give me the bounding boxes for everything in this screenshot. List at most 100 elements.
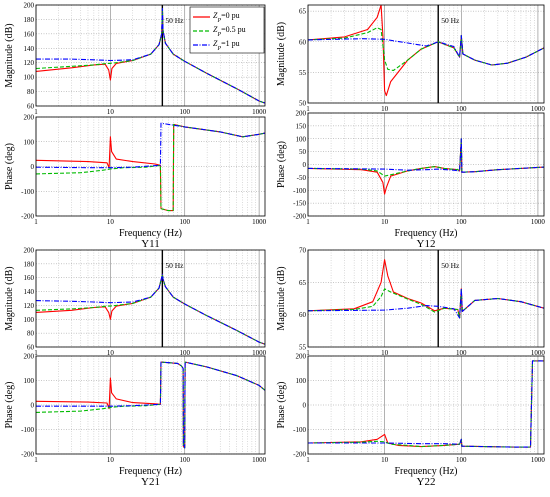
y-tick-label: 100 — [296, 135, 307, 143]
series-group — [36, 361, 265, 449]
series-line-zp1 — [36, 361, 265, 449]
x-tick-label: 1 — [306, 349, 310, 357]
series-line-zp1 — [36, 273, 265, 345]
annotation-50hz: 50 Hz — [441, 16, 460, 25]
axes-frame — [307, 355, 545, 455]
y-axis-label: Magnitude (dB) — [276, 266, 287, 330]
panel-caption: Y22 — [417, 476, 436, 488]
y-tick-label: 200 — [24, 2, 35, 10]
x-tick-label: 1 — [34, 349, 38, 357]
x-tick-label: 10 — [381, 456, 389, 464]
x-axis-label: Frequency (Hz) — [119, 466, 182, 477]
x-tick-label: 10 — [107, 349, 115, 357]
series-line-zp05 — [36, 361, 265, 449]
panel-Y12-phase: -200 -150 -100 -50 0 50 100 150 200 1 10 100 1000 Pha… — [276, 110, 545, 251]
panel-Y11-phase: -200 -100 0 100 200 1 10 100 1000 Phase (deg) Freq… — [4, 114, 267, 251]
x-tick-label: 1 — [306, 218, 310, 226]
y-tick-label: 50 — [299, 100, 307, 108]
series-line-zp1 — [36, 8, 265, 104]
x-tick-label: 100 — [456, 349, 467, 357]
y-axis-label: Phase (deg) — [4, 143, 15, 190]
annotation-50hz: 50 Hz — [165, 261, 184, 270]
grid — [307, 249, 544, 348]
y-tick-label: 60 — [27, 103, 35, 111]
x-tick-label: 1000 — [531, 456, 546, 464]
axes-frame — [35, 249, 266, 348]
y-tick-label: 200 — [296, 110, 307, 118]
y-tick-label: 70 — [299, 247, 307, 255]
y-tick-label: 80 — [27, 88, 35, 96]
x-tick-label: 10 — [107, 108, 115, 116]
x-tick-label: 1000 — [531, 105, 546, 113]
grid — [35, 249, 265, 348]
y-tick-label: 0 — [303, 161, 307, 169]
series-line-zp1 — [36, 122, 265, 169]
series-line-zp0 — [308, 5, 544, 97]
x-tick-label: 10 — [107, 218, 115, 226]
y-tick-label: 55 — [299, 69, 307, 77]
y-tick-label: 180 — [24, 260, 35, 268]
y-tick-label: 65 — [299, 8, 307, 16]
legend-label: ZP=1 pu — [213, 39, 240, 52]
y-tick-label: 200 — [24, 353, 35, 361]
y-tick-label: 160 — [24, 30, 35, 38]
y-tick-label: 140 — [24, 45, 35, 53]
series-line-zp05 — [36, 273, 265, 345]
series-line-zp1 — [308, 35, 544, 66]
x-tick-label: 1 — [34, 456, 38, 464]
y-tick-label: 100 — [24, 74, 35, 82]
legend-label: ZP=0 pu — [213, 11, 240, 24]
x-tick-label: 1000 — [252, 456, 267, 464]
y-tick-label: -100 — [293, 426, 306, 434]
y-tick-label: 0 — [31, 163, 35, 171]
panel-caption: Y21 — [141, 476, 160, 488]
axes-frame — [35, 4, 266, 107]
series-line-zp05 — [308, 360, 544, 448]
y-tick-label: 0 — [303, 402, 307, 410]
y-tick-label: 180 — [24, 16, 35, 24]
series-line-zp1 — [308, 138, 544, 173]
axes-frame — [307, 249, 545, 348]
y-tick-label: 120 — [24, 302, 35, 310]
y-tick-label: 80 — [27, 330, 35, 338]
series-line-zp1 — [308, 360, 544, 448]
y-tick-label: -200 — [21, 213, 34, 221]
y-tick-label: 60 — [27, 344, 35, 352]
series-group — [308, 138, 544, 195]
y-tick-label: 150 — [296, 122, 307, 130]
y-tick-label: -100 — [21, 426, 34, 434]
x-tick-label: 100 — [456, 218, 467, 226]
x-tick-label: 10 — [381, 218, 389, 226]
grid — [307, 355, 544, 455]
x-tick-label: 10 — [381, 105, 389, 113]
panel-Y22-phase: -200 -100 0 100 200 1 10 100 1000 Phase (deg) Freq… — [276, 353, 545, 489]
y-tick-label: 0 — [31, 402, 35, 410]
axes-frame — [35, 355, 266, 455]
series-line-zp05 — [308, 138, 544, 177]
panel-Y21-phase: -200 -100 0 100 200 1 10 100 1000 Phase (deg) Freq… — [4, 353, 267, 489]
x-tick-label: 100 — [179, 349, 190, 357]
series-line-zp05 — [308, 27, 544, 72]
y-axis-label: Magnitude (dB) — [276, 22, 287, 86]
x-tick-label: 1 — [306, 456, 310, 464]
y-tick-label: -50 — [297, 174, 307, 182]
y-axis-label: Magnitude (dB) — [4, 266, 15, 330]
series-group — [36, 8, 265, 104]
series-line-zp05 — [308, 288, 544, 319]
x-tick-label: 1000 — [252, 349, 267, 357]
y-tick-label: 60 — [299, 38, 307, 46]
y-tick-label: 160 — [24, 274, 35, 282]
series-group — [36, 273, 265, 345]
series-group — [308, 5, 544, 97]
x-axis-label: Frequency (Hz) — [394, 228, 457, 239]
y-tick-label: -200 — [21, 451, 34, 459]
series-line-zp0 — [308, 360, 544, 448]
y-tick-label: -100 — [21, 188, 34, 196]
x-tick-label: 100 — [179, 218, 190, 226]
x-tick-label: 1 — [306, 105, 310, 113]
y-tick-label: 100 — [24, 377, 35, 385]
y-tick-label: 200 — [24, 247, 35, 255]
